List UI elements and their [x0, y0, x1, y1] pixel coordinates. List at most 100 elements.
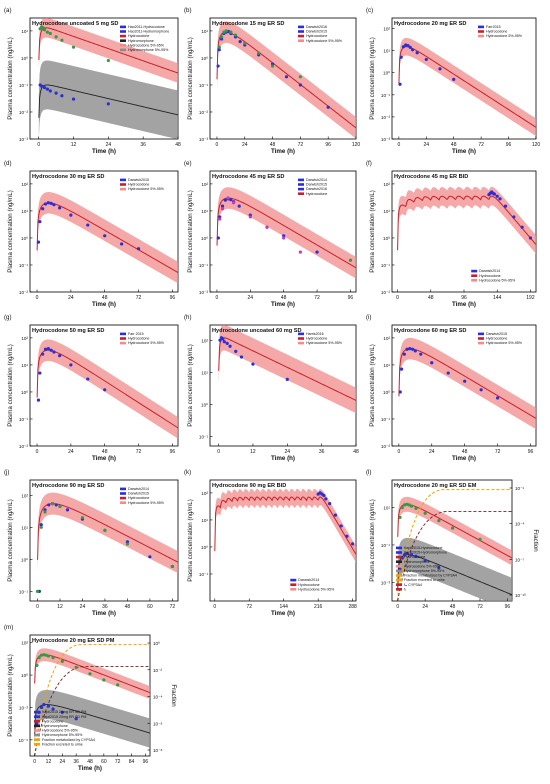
observed-point: [282, 236, 286, 240]
panel-title: Hydrocodone 90 mg ER SD: [32, 483, 104, 489]
observed-point: [243, 41, 247, 45]
panel-title: Hydrocodone 45 mg ER SD: [212, 174, 284, 180]
x-tick-label: 24: [68, 449, 74, 455]
x-tick-label: 24: [68, 295, 74, 301]
panel-6: 10⁻² 10⁻¹ 10⁰ 10¹ 10² 0 48 96 144 192 Time (h) Plas…: [366, 160, 537, 308]
observed-point: [512, 215, 516, 219]
observed-point: [39, 523, 43, 527]
observed-point: [239, 355, 244, 359]
y-tick-label: 10⁻³: [381, 580, 391, 585]
y-axis-label: Plasma concentration (ng/mL): [7, 344, 14, 427]
observed-point: [496, 396, 500, 400]
observed-point: [106, 58, 110, 63]
y-tick-label: 10¹: [21, 525, 28, 530]
observed-point: [333, 513, 338, 517]
legend-swatch: [396, 555, 402, 559]
x-tick-label: 0: [216, 142, 219, 148]
observed-point: [348, 258, 353, 262]
observed-point: [218, 338, 222, 342]
x-axis-label: Time (h): [271, 148, 295, 155]
y-tick-label: 10⁻¹: [199, 572, 209, 577]
panel-tag: (b): [184, 7, 192, 14]
observed-point: [229, 198, 233, 202]
panel-7: 10⁻² 10⁻¹ 10⁰ 10¹ 10² 0 24 48 72 96 Time (h) Plasma…: [4, 314, 179, 462]
x-tick-label: 72: [298, 142, 304, 148]
observed-point: [450, 526, 455, 530]
observed-point: [398, 390, 402, 394]
plot-series: [398, 37, 536, 137]
x-tick-label: 12: [250, 449, 256, 455]
legend-item: Hydrocodone: [404, 555, 425, 559]
legend-swatch: [396, 569, 402, 573]
legend-swatch: [120, 332, 126, 336]
y-axis-label: Plasma concentration (ng/mL): [369, 190, 376, 273]
y-axis-label: Plasma concentration (ng/mL): [187, 37, 194, 120]
observed-point: [136, 247, 141, 251]
legend-swatch: [34, 729, 40, 732]
legend-item: Hydromorphone: [42, 724, 68, 728]
observed-point: [54, 91, 58, 95]
panel-title: Hydrocodone uncoated 5 mg SD: [32, 21, 118, 27]
hydrocodone-5-95-band: [38, 18, 178, 83]
fraction-tick-label: 10⁰: [153, 641, 160, 646]
y-tick-label: 10⁻²: [19, 110, 29, 115]
observed-point: [408, 347, 412, 351]
x-tick-label: 36: [319, 449, 325, 455]
y-tick-label: 10²: [383, 336, 390, 341]
hydrocodone-line: [37, 503, 178, 563]
observed-point: [221, 337, 225, 341]
observed-point: [69, 213, 73, 217]
observed-point: [35, 722, 39, 726]
observed-point: [423, 558, 427, 562]
y-tick-label: 10²: [21, 493, 28, 498]
y-tick-label: 10⁻²: [381, 444, 391, 449]
y-tick-label: 10⁻¹: [381, 93, 391, 98]
y-tick-label: 10⁰: [21, 236, 28, 241]
legend-item: Hydrocodone 5%-95%: [486, 341, 523, 345]
x-tick-label: 24: [429, 449, 435, 455]
legend-item: Hydromorphone: [404, 560, 430, 564]
x-tick-label: 48: [462, 449, 468, 455]
x-tick-label: 72: [477, 604, 483, 610]
observed-point: [38, 220, 42, 224]
observed-point: [46, 201, 50, 205]
y-tick-label: 10¹: [21, 29, 28, 34]
legend-item: Hydromorphone: [128, 39, 154, 43]
legend-swatch: [298, 178, 304, 182]
panel-8: 10⁻¹ 10⁰ 10¹ 10² 0 12 24 36 48 Time (h) Plasma con…: [184, 314, 359, 462]
y-axis-label: Plasma concentration (ng/mL): [7, 499, 14, 582]
legend-item: Darwish2014: [128, 487, 149, 491]
x-tick-label: 48: [87, 759, 93, 765]
hydrocodone-5-95-band: [217, 21, 356, 139]
observed-point: [237, 204, 241, 208]
hydromorphone-5-95-band: [34, 689, 150, 750]
x-tick-label: 48: [450, 604, 456, 610]
y-tick-label: 10⁻³: [199, 137, 209, 142]
observed-point: [298, 83, 302, 87]
observed-point: [48, 31, 52, 36]
observed-point: [265, 225, 269, 229]
y-tick-label: 10⁰: [383, 390, 390, 395]
hydrocodone-line: [214, 496, 356, 555]
observed-point: [41, 352, 45, 356]
observed-point: [49, 348, 53, 352]
legend-swatch: [478, 337, 484, 340]
y-tick-label: 10¹: [21, 363, 28, 368]
legend-item: Hydrocodone: [306, 337, 327, 341]
observed-point: [54, 503, 58, 507]
observed-point: [88, 672, 92, 676]
observed-point: [528, 236, 533, 240]
observed-point: [409, 553, 414, 557]
x-tick-label: 96: [505, 604, 511, 610]
observed-point: [74, 717, 78, 721]
x-axis-label: Time (h): [92, 301, 116, 308]
observed-point: [71, 97, 76, 101]
y-tick-label: 10⁻²: [19, 290, 29, 295]
observed-point: [423, 511, 427, 515]
legend-item: Darwish2014: [479, 269, 500, 273]
x-tick-label: 96: [528, 449, 534, 455]
observed-point: [224, 29, 228, 33]
legend-swatch: [471, 274, 478, 277]
observed-point: [60, 94, 64, 98]
panel-title: Hydrocodone 90 mg ER BID: [212, 483, 286, 489]
